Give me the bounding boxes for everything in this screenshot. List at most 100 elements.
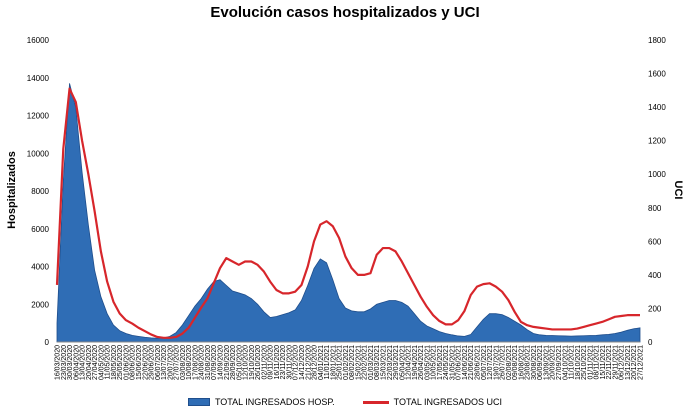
x-tick-label: 01/06/2020 — [123, 345, 130, 380]
x-tick-label: 07/06/2021 — [456, 345, 463, 380]
y-left-tick-label: 6000 — [31, 225, 49, 234]
legend-label-uci: TOTAL INGRESADOS UCI — [393, 397, 503, 407]
x-tick-label: 01/11/2021 — [587, 345, 594, 380]
x-tick-label: 19/10/2020 — [249, 345, 256, 380]
x-tick-label: 15/02/2021 — [355, 345, 362, 380]
x-tick-label: 28/12/2020 — [312, 345, 319, 380]
x-tick-label: 19/07/2021 — [493, 345, 500, 380]
y-left-tick-label: 8000 — [31, 187, 49, 196]
x-tick-label: 11/01/2021 — [324, 345, 331, 380]
x-tick-label: 08/06/2020 — [130, 345, 137, 380]
x-tick-label: 21/06/2021 — [468, 345, 475, 380]
legend-label-hosp: TOTAL INGRESADOS HOSP. — [214, 397, 335, 407]
chart-title: Evolución casos hospitalizados y UCI — [210, 4, 480, 21]
x-tick-label: 03/05/2021 — [424, 345, 431, 380]
x-tick-label: 20/04/2020 — [86, 345, 93, 380]
x-tick-label: 14/12/2020 — [299, 345, 306, 380]
x-tick-label: 31/08/2020 — [205, 345, 212, 380]
x-tick-label: 26/04/2021 — [418, 345, 425, 380]
x-tick-label: 18/10/2021 — [575, 345, 582, 380]
x-tick-label: 04/05/2020 — [98, 345, 105, 380]
x-tick-label: 26/10/2020 — [255, 345, 262, 380]
x-tick-label: 15/03/2021 — [380, 345, 387, 380]
x-tick-label: 23/08/2021 — [525, 345, 532, 380]
x-tick-label: 15/11/2021 — [600, 345, 607, 380]
x-tick-label: 07/12/2020 — [293, 345, 300, 380]
x-tick-label: 12/07/2021 — [487, 345, 494, 380]
x-tick-label: 08/11/2021 — [594, 345, 601, 380]
legend-swatch-uci — [362, 400, 389, 404]
x-tick-label: 25/10/2021 — [581, 345, 588, 380]
x-tick-label: 16/03/2020 — [55, 345, 62, 380]
x-tick-label: 17/08/2020 — [192, 345, 199, 380]
x-tick-label: 29/11/2021 — [612, 345, 619, 380]
y-right-tick-label: 200 — [648, 304, 662, 313]
x-tick-label: 12/10/2020 — [243, 345, 250, 380]
x-tick-label: 21/12/2020 — [305, 345, 312, 380]
x-tick-label: 26/07/2021 — [500, 345, 507, 380]
x-tick-label: 14/09/2020 — [217, 345, 224, 380]
x-tick-label: 08/02/2021 — [349, 345, 356, 380]
x-tick-label: 06/12/2021 — [619, 345, 626, 380]
x-tick-label: 18/01/2021 — [330, 345, 337, 380]
x-tick-label: 17/05/2021 — [437, 345, 444, 380]
x-tick-label: 09/11/2020 — [268, 345, 275, 380]
x-tick-label: 20/12/2021 — [631, 345, 638, 380]
y-left-tick-label: 14000 — [27, 74, 50, 83]
x-tick-label: 09/08/2021 — [512, 345, 519, 380]
x-tick-label: 29/06/2020 — [149, 345, 156, 380]
x-tick-label: 08/03/2021 — [374, 345, 381, 380]
x-tick-label: 05/04/2021 — [399, 345, 406, 380]
x-tick-label: 04/01/2021 — [318, 345, 325, 380]
x-tick-label: 10/08/2020 — [186, 345, 193, 380]
y-right-tick-label: 1400 — [648, 103, 666, 112]
legend: TOTAL INGRESADOS HOSP. TOTAL INGRESADOS … — [0, 397, 690, 407]
x-tick-label: 04/10/2021 — [562, 345, 569, 380]
x-tick-label: 25/01/2021 — [337, 345, 344, 380]
x-tick-label: 05/10/2020 — [236, 345, 243, 380]
y-right-tick-label: 400 — [648, 271, 662, 280]
y-left-tick-label: 0 — [45, 338, 50, 347]
x-tick-label: 06/04/2020 — [73, 345, 80, 380]
x-tick-label: 12/04/2021 — [406, 345, 413, 380]
x-tick-label: 30/11/2020 — [286, 345, 293, 380]
x-tick-label: 11/10/2021 — [569, 345, 576, 380]
x-tick-label: 30/08/2021 — [531, 345, 538, 380]
y-left-tick-label: 16000 — [27, 36, 50, 45]
x-tick-label: 05/07/2021 — [481, 345, 488, 380]
x-tick-label: 13/12/2021 — [625, 345, 632, 380]
x-tick-label: 11/05/2020 — [105, 345, 112, 380]
x-tick-label: 03/08/2020 — [180, 345, 187, 380]
legend-swatch-hosp — [187, 398, 210, 406]
x-tick-label: 27/12/2021 — [638, 345, 645, 380]
x-tick-label: 02/11/2020 — [261, 345, 268, 380]
x-tick-label: 30/03/2020 — [67, 345, 74, 380]
x-tick-label: 28/06/2021 — [475, 345, 482, 380]
y-right-tick-label: 600 — [648, 237, 662, 246]
x-tick-label: 19/04/2021 — [412, 345, 419, 380]
x-tick-label: 16/11/2020 — [274, 345, 281, 380]
legend-item-hosp: TOTAL INGRESADOS HOSP. — [187, 397, 335, 407]
y-right-tick-label: 1200 — [648, 137, 666, 146]
x-tick-label: 23/03/2020 — [61, 345, 68, 380]
y-right-tick-label: 0 — [648, 338, 653, 347]
y-right-tick-label: 1800 — [648, 36, 666, 45]
y-right-tick-label: 1600 — [648, 70, 666, 79]
x-tick-label: 31/05/2021 — [449, 345, 456, 380]
x-tick-label: 24/08/2020 — [199, 345, 206, 380]
x-tick-label: 22/11/2021 — [606, 345, 613, 380]
y-left-tick-label: 4000 — [31, 263, 49, 272]
y-right-tick-label: 1000 — [648, 170, 666, 179]
y-right-tick-label: 800 — [648, 204, 662, 213]
x-tick-label: 23/11/2020 — [280, 345, 287, 380]
x-tick-label: 06/07/2020 — [155, 345, 162, 380]
x-tick-label: 15/06/2020 — [136, 345, 143, 380]
legend-item-uci: TOTAL INGRESADOS UCI — [362, 397, 503, 407]
x-tick-label: 21/09/2020 — [224, 345, 231, 380]
x-tick-label: 02/08/2021 — [506, 345, 513, 380]
x-tick-label: 27/04/2020 — [92, 345, 99, 380]
x-tick-label: 07/09/2020 — [211, 345, 218, 380]
series-area-hosp — [56, 83, 641, 343]
